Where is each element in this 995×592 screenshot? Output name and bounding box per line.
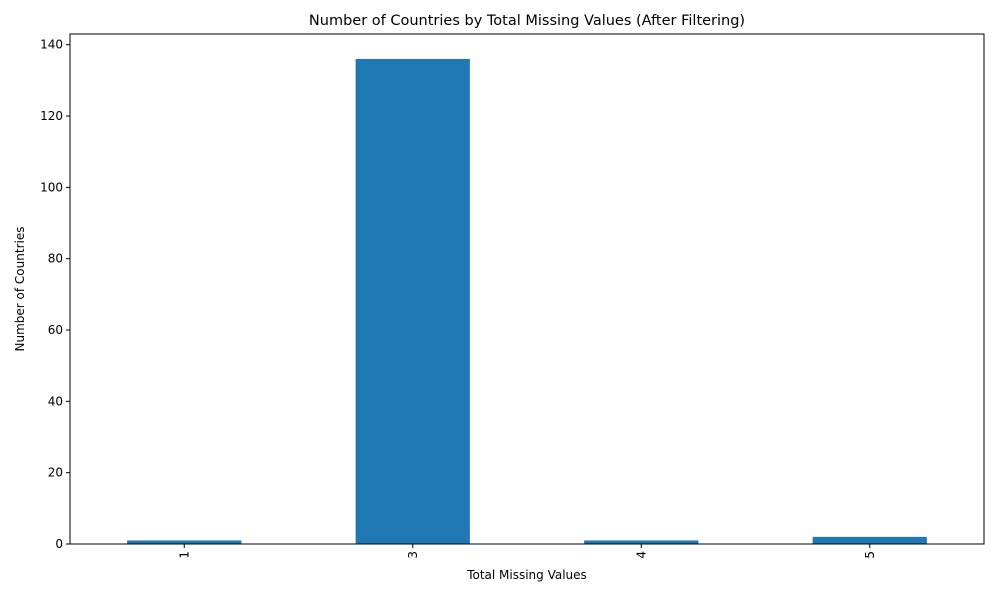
y-tick-label-80: 80 xyxy=(48,252,63,266)
y-axis-title: Number of Countries xyxy=(13,227,27,352)
bar-5 xyxy=(812,536,927,544)
y-axis: 0 20 40 60 80 100 120 140 xyxy=(40,38,70,551)
x-tick-label-4: 4 xyxy=(634,551,648,559)
x-axis: 1 3 4 5 xyxy=(177,544,877,559)
x-tick-label-1: 1 xyxy=(177,551,191,559)
plot-frame xyxy=(69,33,985,545)
x-axis-title: Total Missing Values xyxy=(466,568,587,582)
y-tick-label-120: 120 xyxy=(40,109,63,123)
x-tick-label-5: 5 xyxy=(863,551,877,559)
x-tick-label-3: 3 xyxy=(406,551,420,559)
y-tick-label-20: 20 xyxy=(48,466,63,480)
y-tick-label-0: 0 xyxy=(55,537,63,551)
bar-3 xyxy=(355,58,470,545)
bars-group xyxy=(127,58,927,545)
bar-4 xyxy=(584,540,699,544)
y-tick-label-100: 100 xyxy=(40,180,63,194)
bar-1 xyxy=(127,540,242,544)
y-tick-label-40: 40 xyxy=(48,394,63,408)
chart-title: Number of Countries by Total Missing Val… xyxy=(309,13,745,29)
y-tick-label-60: 60 xyxy=(48,323,63,337)
y-tick-label-140: 140 xyxy=(40,38,63,52)
